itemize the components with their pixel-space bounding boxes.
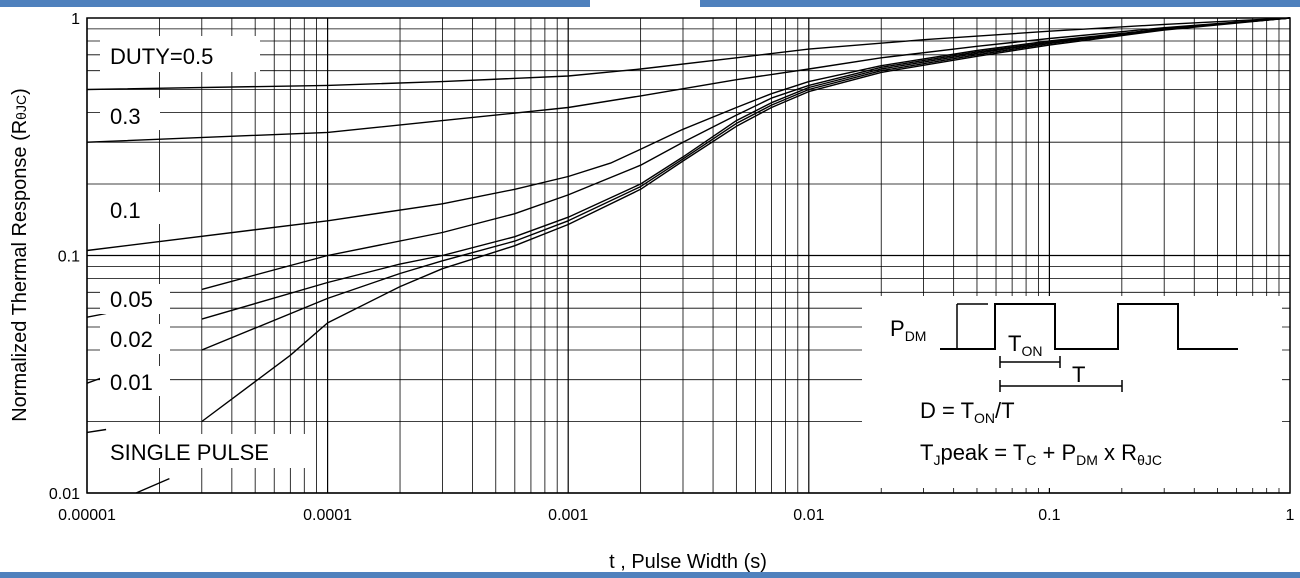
curve-0.05-stub — [86, 312, 107, 318]
curve-0.05 — [201, 17, 1291, 291]
x-axis-title: t , Pulse Width (s) — [609, 551, 767, 573]
curve-0.02-stub — [86, 428, 107, 434]
x-tick-label: 0.001 — [548, 507, 588, 524]
label-duty-0.05: 0.05 — [110, 287, 153, 312]
tick-labels: 0.00001 0.0001 0.001 0.01 0.1 1 0.01 0.1 1 — [49, 11, 1295, 524]
curve-0.1 — [86, 17, 1291, 252]
plot-frame — [86, 17, 1291, 494]
label-duty-0.1: 0.1 — [110, 198, 141, 223]
curve-0.3 — [86, 17, 1291, 143]
curve-duty-0.5 — [86, 17, 1291, 91]
curve-labels: DUTY=0.5 0.3 0.1 0.05 0.02 0.01 SINGLE P… — [100, 36, 310, 468]
label-duty-0.01: 0.01 — [110, 370, 153, 395]
tj-formula: TJpeak = TC + PDM x RθJC — [920, 440, 1162, 468]
x-tick-label: 0.0001 — [303, 507, 352, 524]
y-axis-title: Normalized Thermal Response (RθJC) — [9, 88, 31, 422]
label-duty-0.5: DUTY=0.5 — [110, 44, 213, 69]
curve-single-pulse — [201, 17, 1291, 423]
pulse-waveform — [940, 303, 1238, 350]
accent-bar-top-left — [0, 0, 590, 7]
label-duty-0.02: 0.02 — [110, 327, 153, 352]
curve-0.01 — [201, 17, 1291, 351]
accent-bar-top-right — [700, 0, 1300, 7]
x-tick-label: 0.01 — [793, 507, 824, 524]
x-tick-label: 0.00001 — [58, 507, 116, 524]
label-single-pulse: SINGLE PULSE — [110, 440, 269, 465]
curve-single-stub — [135, 477, 170, 494]
curve-0.02 — [201, 17, 1291, 320]
y-tick-label: 0.1 — [58, 249, 80, 266]
inset-box: PDM TON T D = TON/T TJpeak = TC + PDM x … — [862, 296, 1282, 488]
curves-group — [86, 17, 1291, 494]
grid-lines — [86, 18, 1290, 494]
label-duty-0.3: 0.3 — [110, 104, 141, 129]
pdm-label: PDM — [890, 316, 926, 344]
duty-formula: D = TON/T — [920, 398, 1015, 426]
x-tick-label: 0.1 — [1038, 507, 1060, 524]
accent-bar-bottom — [0, 572, 1300, 578]
x-tick-label: 1 — [1286, 507, 1295, 524]
period-label: T — [1072, 362, 1085, 387]
y-tick-label: 1 — [71, 11, 80, 28]
ton-label: TON — [1008, 331, 1042, 359]
y-tick-label: 0.01 — [49, 486, 80, 503]
